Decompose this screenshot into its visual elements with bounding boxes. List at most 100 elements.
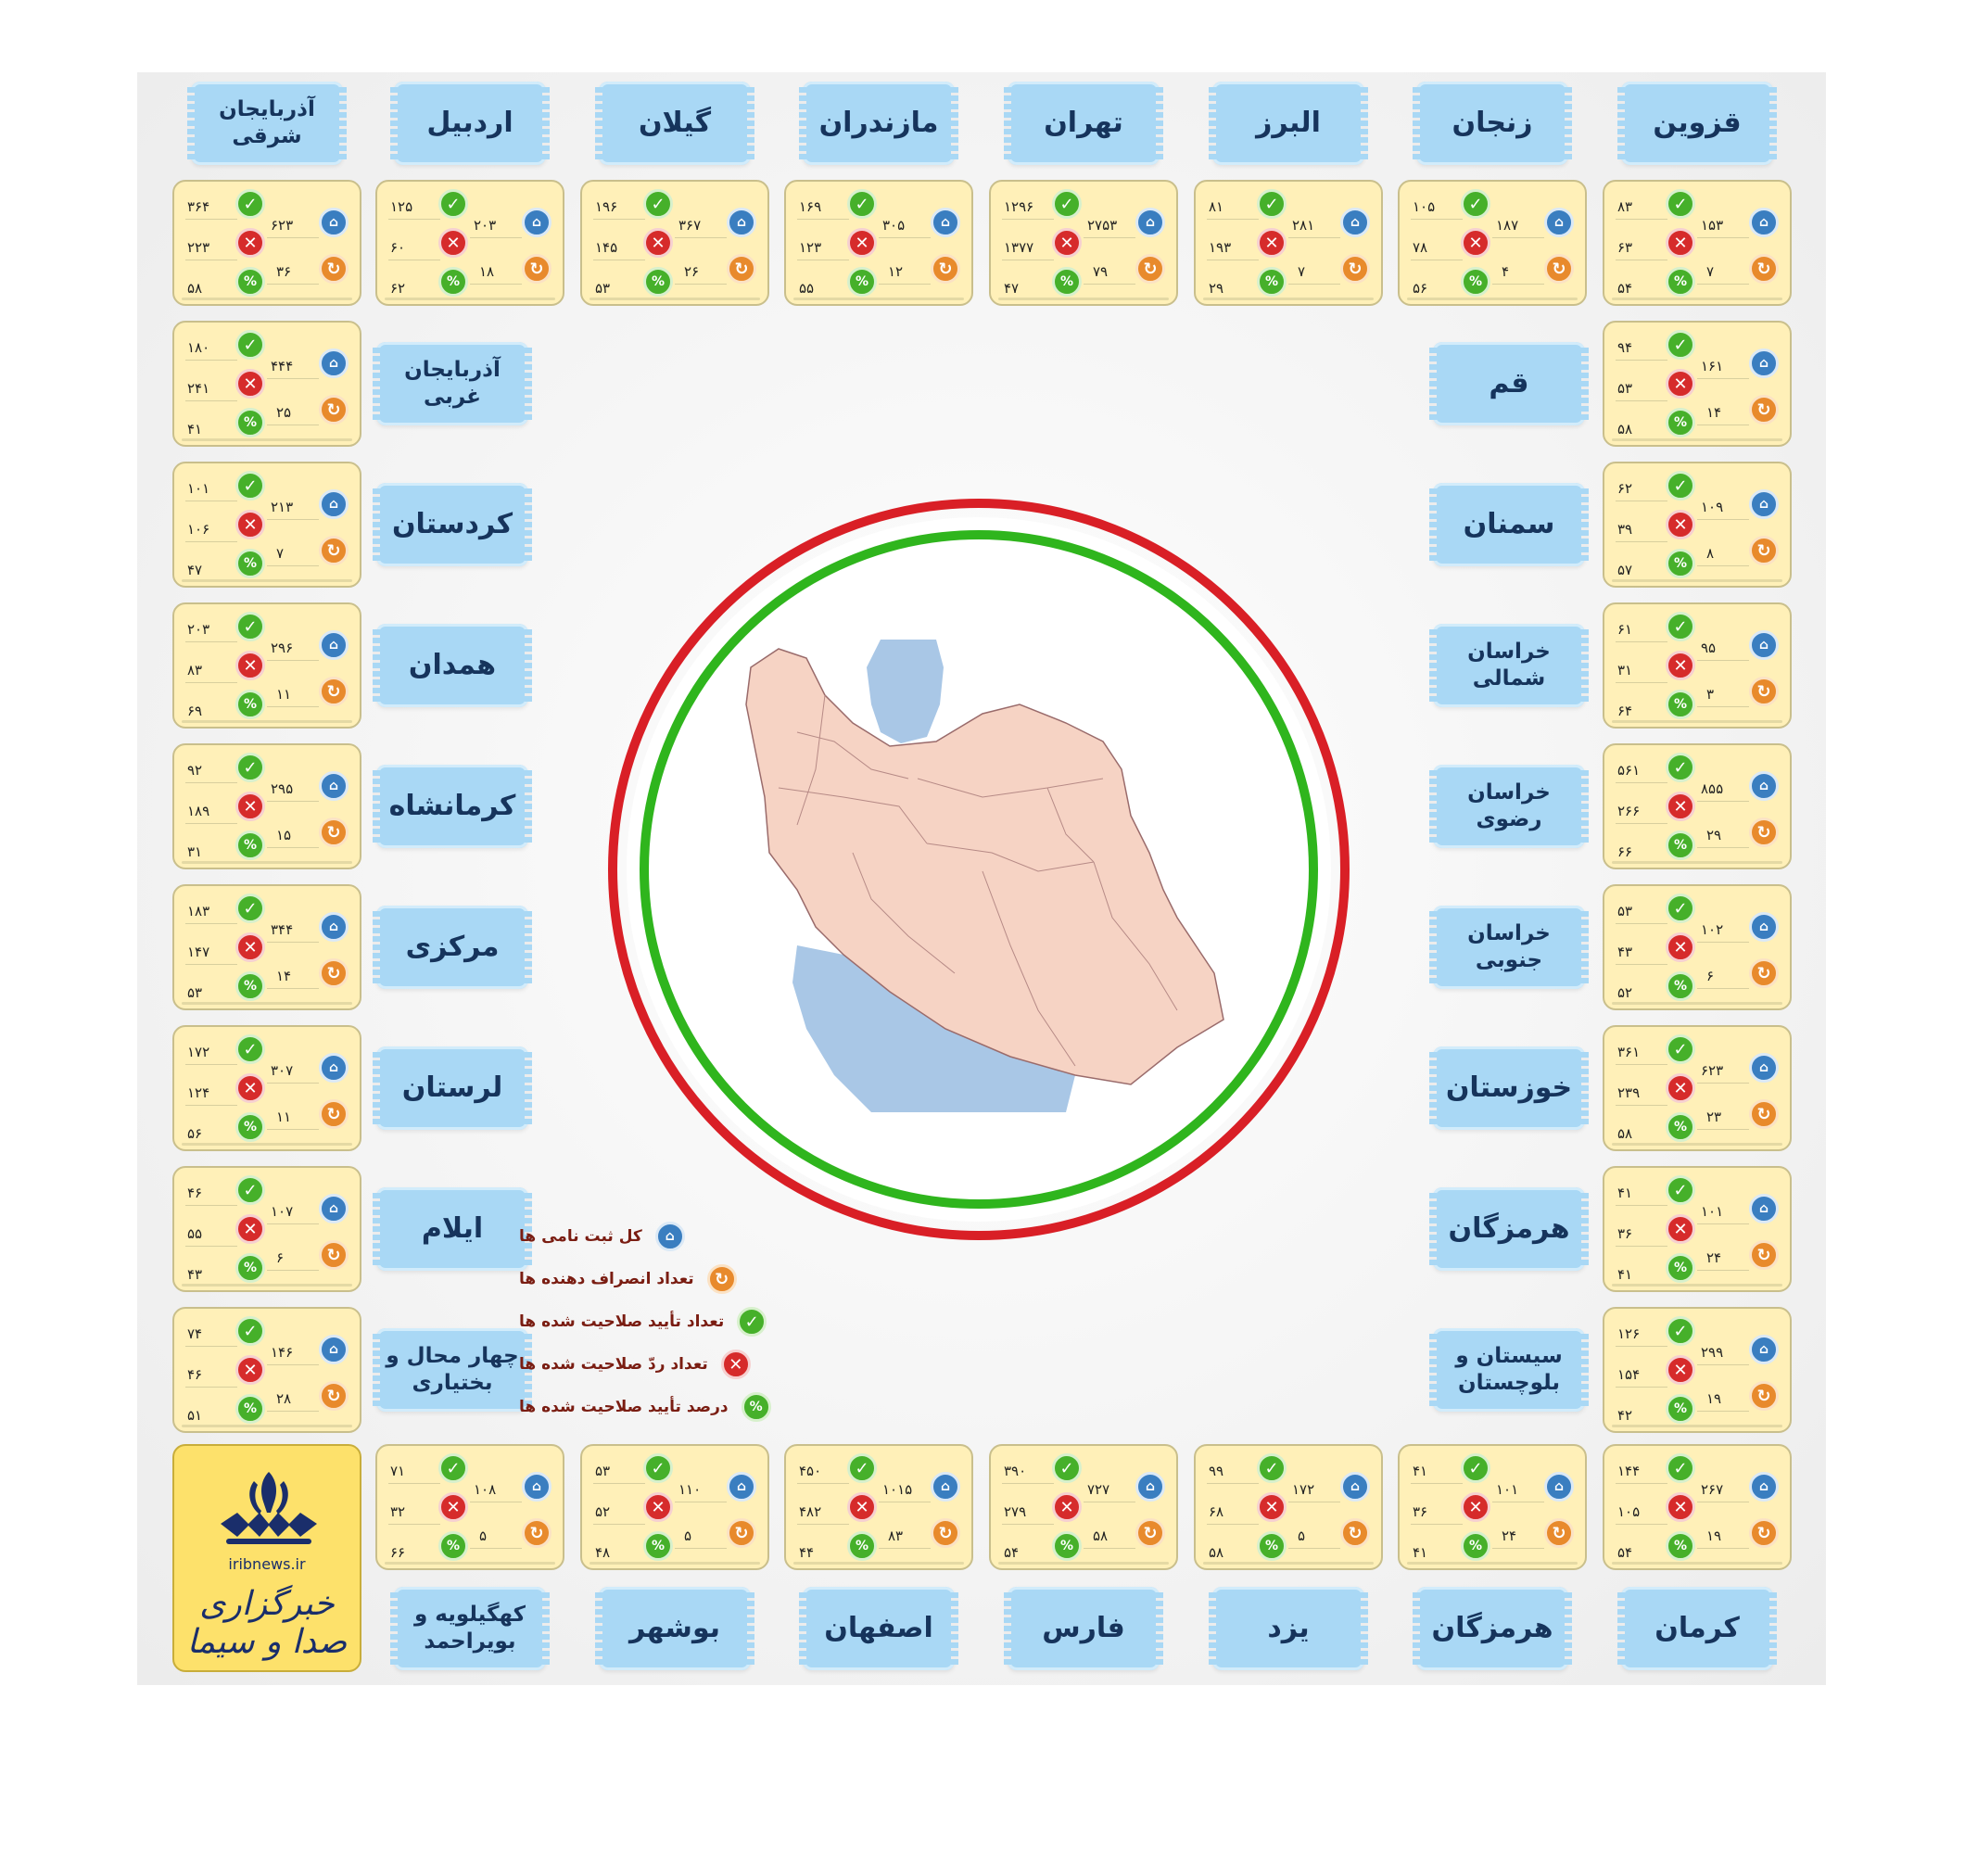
divider (1084, 237, 1135, 238)
divider (1616, 1105, 1667, 1106)
check-icon: ✓ (1666, 1034, 1695, 1064)
value-withdrawn: ۱۱ (276, 686, 292, 703)
value-approved: ۱۷۲ (187, 1044, 210, 1060)
value-total: ۱۰۹ (1701, 499, 1724, 515)
value-total: ۱۷۲ (1292, 1481, 1315, 1498)
caspian-sea (867, 640, 944, 743)
value-withdrawn: ۱۵ (276, 827, 292, 843)
logo-brand: خبرگزاری صدا و سیما (186, 1585, 348, 1661)
percent-icon: % (1666, 971, 1695, 1001)
registration-icon: ⌂ (319, 489, 349, 519)
province-label: آذربایجان شرقی (187, 82, 347, 165)
cross-icon: ✕ (1257, 1492, 1287, 1522)
divider (267, 378, 319, 379)
legend-label: درصد تأیید صلاحیت شده ها (519, 1398, 729, 1416)
value-approved: ۸۱ (1209, 198, 1224, 215)
value-rejected: ۶۸ (1209, 1503, 1224, 1520)
divider (267, 1223, 319, 1224)
value-approved: ۱۹۶ (595, 198, 618, 215)
value-approved: ۴۱ (1617, 1185, 1633, 1201)
value-approved: ۸۳ (1617, 198, 1633, 215)
percent-icon: % (1461, 1531, 1490, 1561)
registration-icon: ⌂ (1749, 489, 1779, 519)
province-name: خراسان شمالی (1467, 640, 1551, 691)
value-withdrawn: ۳۶ (276, 263, 292, 280)
withdraw-icon: ↻ (319, 1240, 349, 1270)
percent-icon: % (847, 1531, 877, 1561)
registration-icon: ⌂ (1749, 208, 1779, 237)
value-approved: ۱۸۳ (187, 903, 210, 919)
divider (1492, 284, 1544, 285)
divider (1616, 1524, 1667, 1525)
cross-icon: ✕ (235, 369, 265, 399)
value-rejected: ۱۹۳ (1209, 239, 1232, 256)
province-label: خراسان شمالی (1429, 624, 1589, 707)
province-name: خوزستان (1445, 1071, 1573, 1105)
percent-icon: % (1052, 1531, 1082, 1561)
check-icon: ✓ (438, 189, 468, 219)
value-percent: ۵۸ (187, 280, 203, 297)
registration-icon: ⌂ (319, 912, 349, 942)
province-label: کهگیلویه و بویراحمد (390, 1587, 550, 1670)
registration-icon: ⌂ (1749, 1335, 1779, 1364)
divider (1616, 1346, 1667, 1347)
check-icon: ✓ (1666, 612, 1695, 641)
value-rejected: ۱۲۴ (187, 1084, 210, 1101)
stats-card: ✓ ✕% ⌂ ↻ ۱۸۳ ۱۴۷ ۵۳ ۳۴۴ ۱۴ (172, 884, 361, 1010)
divider (267, 1083, 319, 1084)
value-percent: ۵۷ (1617, 562, 1633, 578)
province-label: فارس (1004, 1587, 1163, 1670)
divider (593, 219, 645, 220)
percent-icon: % (235, 830, 265, 860)
value-total: ۱۴۶ (271, 1344, 294, 1361)
value-approved: ۱۲۶ (1617, 1325, 1641, 1342)
percent-icon: % (1461, 267, 1490, 297)
province-name: خراسان جنوبی (1467, 921, 1551, 972)
divider (1288, 1548, 1340, 1549)
value-percent: ۵۱ (187, 1407, 203, 1424)
registration-icon: ⌂ (522, 208, 551, 237)
percent-icon: % (235, 971, 265, 1001)
percent-icon: % (1666, 1112, 1695, 1142)
stats-card: ✓ ✕% ⌂ ↻ ۴۵۰ ۴۸۲ ۴۴ ۱۰۱۵ ۸۳ (784, 1444, 973, 1570)
value-total: ۳۰۷ (271, 1062, 294, 1079)
value-percent: ۲۹ (1209, 280, 1224, 297)
divider (1002, 219, 1054, 220)
stats-card: ✓ ✕% ⌂ ↻ ۱۸۰ ۲۴۱ ۴۱ ۴۴۴ ۲۵ (172, 321, 361, 447)
percent-icon: % (1666, 690, 1695, 719)
value-withdrawn: ۶ (1706, 968, 1715, 984)
value-withdrawn: ۲۵ (276, 404, 292, 421)
check-icon: ✓ (1666, 894, 1695, 923)
registration-icon: ⌂ (319, 771, 349, 801)
value-percent: ۴۴ (799, 1544, 815, 1561)
value-rejected: ۳۶ (1413, 1503, 1428, 1520)
divider (879, 237, 931, 238)
cross-icon: ✕ (1461, 1492, 1490, 1522)
withdraw-icon: ↻ (319, 958, 349, 988)
check-icon: ✓ (235, 894, 265, 923)
province-name: کهگیلویه و بویراحمد (413, 1603, 526, 1654)
value-total: ۲۹۵ (271, 780, 294, 797)
province-label: مرکزی (373, 906, 532, 989)
flag-ring-red (608, 499, 1350, 1240)
value-approved: ۹۲ (187, 762, 203, 779)
check-icon: ✓ (235, 471, 265, 501)
value-withdrawn: ۸ (1706, 545, 1715, 562)
divider (185, 782, 237, 783)
value-total: ۱۸۷ (1496, 217, 1519, 234)
divider (185, 641, 237, 642)
cross-icon: ✕ (1666, 228, 1695, 258)
check-icon: ✓ (1666, 1175, 1695, 1205)
divider (797, 219, 849, 220)
province-name: کرمانشاه (388, 790, 516, 823)
legend-label: تعداد انصراف دهنده ها (519, 1270, 694, 1288)
divider (1697, 565, 1749, 566)
province-label: زنجان (1413, 82, 1572, 165)
withdraw-icon: ↻ (1749, 1099, 1779, 1129)
stats-card: ✓ ✕% ⌂ ↻ ۱۰۱ ۱۰۶ ۴۷ ۲۱۳ ۷ (172, 462, 361, 588)
province-label: اردبیل (390, 82, 550, 165)
divider (388, 1483, 440, 1484)
stats-card: ✓ ✕% ⌂ ↻ ۷۱ ۳۲ ۶۶ ۱۰۸ ۵ (375, 1444, 564, 1570)
divider (267, 1411, 319, 1412)
divider (267, 237, 319, 238)
